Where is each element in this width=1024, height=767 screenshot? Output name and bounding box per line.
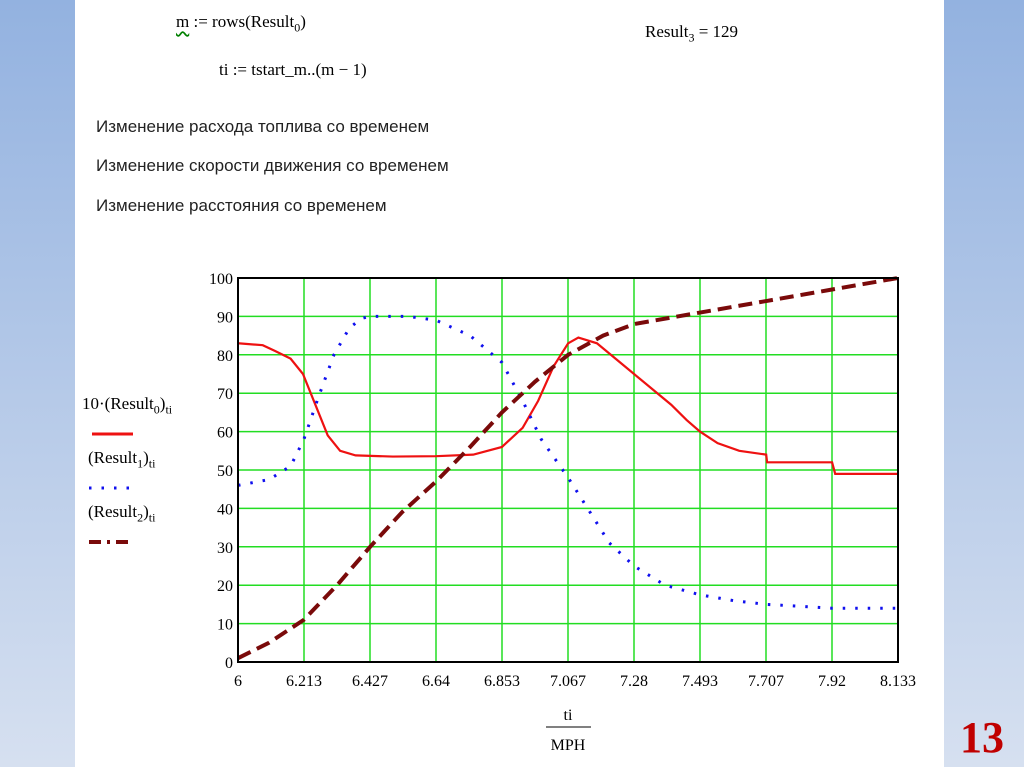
x-tick-label: 7.493 [682, 673, 718, 690]
x-tick-label: 6.213 [286, 673, 322, 690]
y-tick-label: 100 [209, 271, 233, 288]
y-tick-label: 40 [217, 501, 233, 518]
y-tick-label: 20 [217, 578, 233, 595]
y-tick-label: 60 [217, 425, 233, 442]
y-tick-label: 30 [217, 540, 233, 557]
page-number: 13 [960, 713, 1004, 762]
x-tick-label: 6.853 [484, 673, 520, 690]
legend-label-0: 10·(Result0)ti [82, 394, 173, 417]
legend-label-1: (Result1)ti [88, 448, 156, 471]
caption-distance: Изменение расстояния со временем [96, 196, 387, 215]
x-axis-label-bottom: MPH [551, 737, 586, 754]
x-tick-label: 7.92 [818, 673, 846, 690]
formula-ti-def: ti := tstart_m..(m − 1) [219, 60, 367, 79]
y-tick-label: 10 [217, 617, 233, 634]
right-decor-bar [944, 0, 1024, 767]
plot-frame [237, 277, 899, 663]
formula-m-def: m := rows(Result0) [176, 12, 306, 35]
y-tick-label: 50 [217, 463, 233, 480]
left-decor-bar [0, 0, 75, 767]
x-tick-label: 6 [234, 673, 242, 690]
y-tick-label: 70 [217, 386, 233, 403]
result3-value: Result3 = 129 [645, 22, 739, 45]
x-axis-label-top: ti [564, 707, 573, 724]
y-tick-label: 0 [225, 655, 233, 672]
caption-fuel: Изменение расхода топлива со временем [96, 117, 430, 136]
x-tick-label: 7.28 [620, 673, 648, 690]
x-tick-label: 6.64 [422, 673, 450, 690]
series-line-2 [237, 276, 899, 660]
y-tick-label: 90 [217, 309, 233, 326]
series-line-1 [237, 314, 898, 610]
series-line-0 [237, 336, 898, 475]
x-tick-label: 7.707 [748, 673, 784, 690]
y-tick-label: 80 [217, 348, 233, 365]
x-tick-label: 7.067 [550, 673, 586, 690]
caption-speed: Изменение скорости движения со временем [96, 156, 449, 175]
x-tick-label: 8.133 [880, 673, 916, 690]
legend-label-2: (Result2)ti [88, 502, 156, 525]
x-tick-label: 6.427 [352, 673, 388, 690]
